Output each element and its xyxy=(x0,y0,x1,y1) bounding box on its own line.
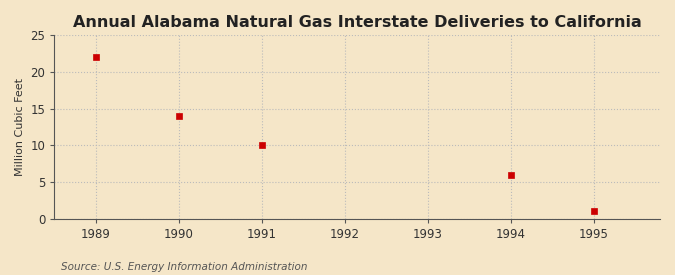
Title: Annual Alabama Natural Gas Interstate Deliveries to California: Annual Alabama Natural Gas Interstate De… xyxy=(73,15,642,30)
Y-axis label: Million Cubic Feet: Million Cubic Feet xyxy=(15,78,25,176)
Text: Source: U.S. Energy Information Administration: Source: U.S. Energy Information Administ… xyxy=(61,262,307,272)
